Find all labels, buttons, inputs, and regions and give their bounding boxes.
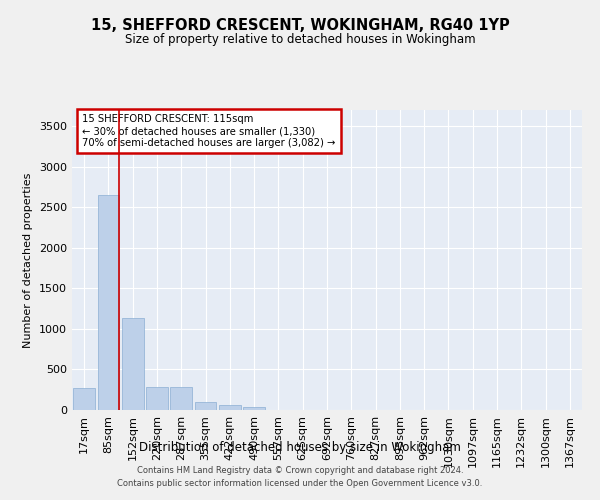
Bar bbox=[146, 387, 168, 410]
Text: Size of property relative to detached houses in Wokingham: Size of property relative to detached ho… bbox=[125, 32, 475, 46]
Bar bbox=[170, 388, 192, 410]
Text: Contains HM Land Registry data © Crown copyright and database right 2024.
Contai: Contains HM Land Registry data © Crown c… bbox=[118, 466, 482, 487]
Bar bbox=[194, 402, 217, 410]
Bar bbox=[122, 318, 143, 410]
Y-axis label: Number of detached properties: Number of detached properties bbox=[23, 172, 34, 348]
Text: 15 SHEFFORD CRESCENT: 115sqm
← 30% of detached houses are smaller (1,330)
70% of: 15 SHEFFORD CRESCENT: 115sqm ← 30% of de… bbox=[82, 114, 335, 148]
Bar bbox=[219, 404, 241, 410]
Bar bbox=[73, 388, 95, 410]
Bar bbox=[243, 407, 265, 410]
Bar bbox=[97, 195, 119, 410]
Text: 15, SHEFFORD CRESCENT, WOKINGHAM, RG40 1YP: 15, SHEFFORD CRESCENT, WOKINGHAM, RG40 1… bbox=[91, 18, 509, 32]
Text: Distribution of detached houses by size in Wokingham: Distribution of detached houses by size … bbox=[139, 441, 461, 454]
